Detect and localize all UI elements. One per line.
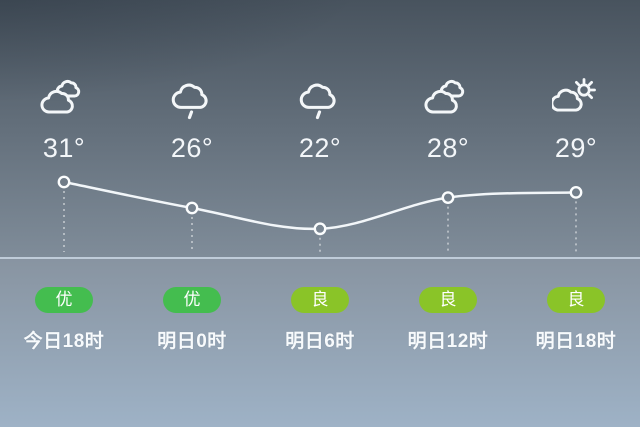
temperature-label: 31°: [42, 133, 86, 163]
temperature-label: 26°: [170, 133, 214, 163]
time-label: 明日18时: [535, 331, 617, 352]
aqi-badge: 良: [547, 287, 605, 313]
aqi-row: 优 今日18时 优 明日0时 良 明日6时 良 明日12时 良 明日18时: [0, 259, 640, 353]
aqi-column-3[interactable]: 良 明日6时: [256, 287, 384, 353]
forecast-column-2[interactable]: 26°: [128, 76, 256, 164]
forecast-column-5[interactable]: 29°: [512, 76, 640, 164]
forecast-bottom-section: 优 今日18时 优 明日0时 良 明日6时 良 明日12时 良 明日18时: [0, 257, 640, 427]
aqi-column-2[interactable]: 优 明日0时: [128, 287, 256, 353]
light-rain-icon: [296, 76, 344, 124]
forecast-top-section: 31° 26° 22°: [0, 0, 640, 257]
aqi-column-4[interactable]: 良 明日12时: [384, 287, 512, 353]
cloudy-icon: [40, 76, 88, 124]
temperature-label: 28°: [426, 133, 470, 163]
light-rain-icon: [168, 76, 216, 124]
temperature-label: 22°: [298, 133, 342, 163]
partly-sunny-icon: [552, 76, 600, 124]
forecast-column-4[interactable]: 28°: [384, 76, 512, 164]
time-label: 明日0时: [157, 331, 227, 352]
temperature-trend-chart: [57, 175, 583, 252]
time-label: 今日18时: [23, 331, 105, 352]
aqi-badge: 优: [35, 287, 93, 313]
aqi-column-1[interactable]: 优 今日18时: [0, 287, 128, 353]
time-label: 明日12时: [407, 331, 489, 352]
aqi-badge: 良: [291, 287, 349, 313]
forecast-column-1[interactable]: 31°: [0, 76, 128, 164]
aqi-badge: 优: [163, 287, 221, 313]
temperature-label: 29°: [554, 133, 598, 163]
aqi-column-5[interactable]: 良 明日18时: [512, 287, 640, 353]
chart-guide-lines: [63, 191, 577, 252]
cloudy-icon: [424, 76, 472, 124]
time-label: 明日6时: [285, 331, 355, 352]
chart-line: [62, 180, 578, 231]
forecast-column-3[interactable]: 22°: [256, 76, 384, 164]
chart-markers: [57, 175, 583, 236]
aqi-badge: 良: [419, 287, 477, 313]
forecast-row: 31° 26° 22°: [0, 0, 640, 164]
